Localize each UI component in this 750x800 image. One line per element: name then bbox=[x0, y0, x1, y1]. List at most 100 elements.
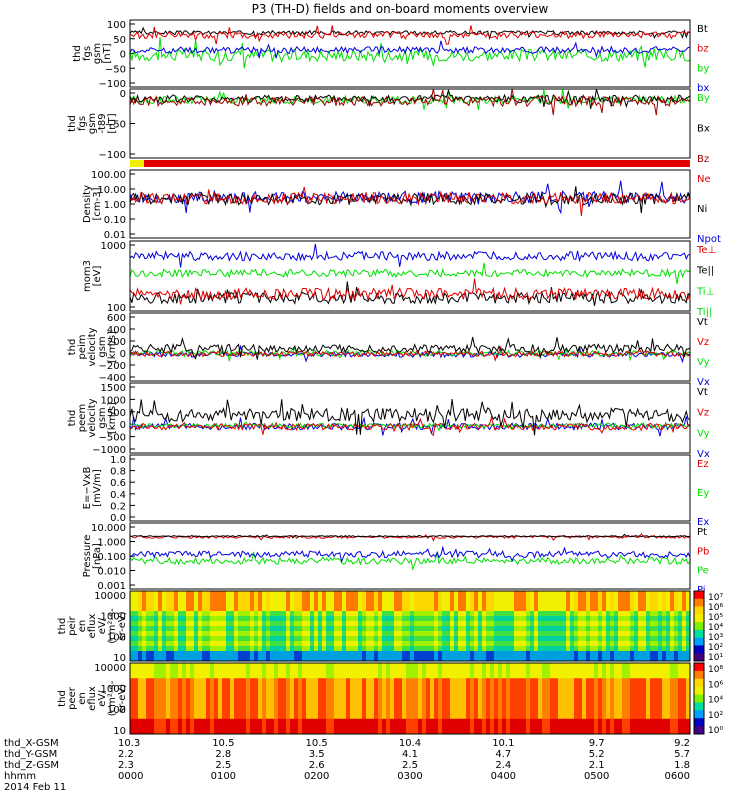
p9-cell bbox=[426, 646, 431, 652]
p9-cell bbox=[298, 646, 303, 652]
p9-cell bbox=[378, 611, 383, 617]
p10-cell bbox=[202, 698, 207, 705]
p9-cell bbox=[522, 636, 527, 642]
p10-cell bbox=[558, 718, 563, 725]
p10-cell bbox=[334, 698, 339, 705]
p6-panel: thd peem velocity gsm [km/s]150010005000−500… bbox=[67, 382, 710, 460]
p9-cell bbox=[634, 596, 639, 602]
p10-cell bbox=[130, 713, 135, 720]
p10-cell bbox=[358, 668, 363, 674]
p9-cell bbox=[478, 646, 483, 652]
p9-cell bbox=[330, 656, 335, 662]
p9-cell bbox=[394, 621, 399, 627]
p9-cell bbox=[314, 651, 319, 657]
p9-cell bbox=[130, 621, 135, 627]
p10-cell bbox=[174, 698, 179, 705]
p10-cell bbox=[366, 688, 371, 694]
p9-cell bbox=[286, 651, 291, 657]
p9-cell bbox=[306, 596, 311, 602]
p9-cell bbox=[238, 591, 243, 597]
p10-cell bbox=[250, 718, 255, 725]
p10-cell bbox=[354, 663, 359, 669]
p10-cell bbox=[282, 688, 287, 694]
p9-cell bbox=[282, 646, 287, 652]
p9-cell bbox=[274, 646, 279, 652]
p9-cell bbox=[534, 641, 539, 647]
p9-cell bbox=[154, 651, 159, 657]
p9-cell bbox=[338, 596, 343, 602]
p9-cell bbox=[442, 641, 447, 647]
p10-cell bbox=[414, 673, 419, 679]
p10-cell bbox=[402, 673, 407, 679]
p9-cell bbox=[606, 631, 611, 637]
p10-cell bbox=[478, 698, 483, 705]
p10-cell bbox=[562, 728, 567, 735]
p9-cell bbox=[390, 656, 395, 662]
p3-series-ne bbox=[129, 186, 691, 216]
p9-cell bbox=[406, 626, 411, 632]
p10-cell bbox=[266, 698, 271, 705]
p10-cell bbox=[466, 703, 471, 710]
p9-cell bbox=[474, 626, 479, 632]
p9-cell bbox=[150, 601, 155, 607]
p10-cell bbox=[450, 703, 455, 710]
p9-cell bbox=[406, 641, 411, 647]
p9-cell bbox=[578, 621, 583, 627]
p9-cell bbox=[170, 646, 175, 652]
p10-cell bbox=[174, 728, 179, 735]
p9-cell bbox=[274, 636, 279, 642]
p10-cell bbox=[610, 678, 615, 684]
p9-cell bbox=[466, 606, 471, 612]
p10-cell bbox=[506, 703, 511, 710]
p9-cell bbox=[630, 636, 635, 642]
p9-cell bbox=[562, 591, 567, 597]
p9-cell bbox=[466, 601, 471, 607]
p10-cell bbox=[450, 673, 455, 679]
p10-cell bbox=[310, 723, 315, 730]
p9-cell bbox=[534, 611, 539, 617]
p10-cell bbox=[350, 703, 355, 710]
p9-ytick: 1000 bbox=[101, 612, 126, 623]
p9-cell bbox=[638, 601, 643, 607]
p9-cell bbox=[546, 596, 551, 602]
p10-cell bbox=[502, 663, 507, 669]
p9-cell bbox=[622, 646, 627, 652]
p10-cell bbox=[686, 713, 691, 720]
p9-cell bbox=[434, 646, 439, 652]
p9-cell bbox=[354, 646, 359, 652]
p4-series-te|| bbox=[129, 281, 691, 306]
p10-cell bbox=[218, 708, 223, 715]
p9-cell bbox=[214, 591, 219, 597]
p10-cell bbox=[534, 683, 539, 689]
p10-cell bbox=[226, 708, 231, 715]
p10-cell bbox=[538, 683, 543, 689]
p10-cell bbox=[254, 673, 259, 679]
p9-cell bbox=[226, 636, 231, 642]
p10-cell bbox=[226, 723, 231, 730]
p9-cell bbox=[662, 636, 667, 642]
p9-cell bbox=[330, 636, 335, 642]
p10-cell bbox=[322, 698, 327, 705]
p10-cell bbox=[154, 703, 159, 710]
p9-cell bbox=[342, 636, 347, 642]
p10-cell bbox=[674, 713, 679, 720]
p9-cell bbox=[286, 646, 291, 652]
p10-cell bbox=[546, 673, 551, 679]
p10-cell bbox=[278, 703, 283, 710]
p10-cell bbox=[166, 698, 171, 705]
p9-cell bbox=[370, 591, 375, 597]
p10-cell bbox=[218, 693, 223, 699]
p10-cell bbox=[174, 673, 179, 679]
p10-cell bbox=[558, 713, 563, 720]
xaxis-value: 2.2 bbox=[118, 749, 134, 760]
p9-cell bbox=[646, 641, 651, 647]
p9-cell bbox=[598, 616, 603, 622]
p10-cell bbox=[426, 663, 431, 669]
p10-cell bbox=[618, 663, 623, 669]
p9-cell bbox=[594, 636, 599, 642]
p10-cell bbox=[610, 688, 615, 694]
p9-cell bbox=[486, 616, 491, 622]
p9-cell bbox=[594, 641, 599, 647]
p10-cell bbox=[486, 713, 491, 720]
p9-cell bbox=[262, 601, 267, 607]
